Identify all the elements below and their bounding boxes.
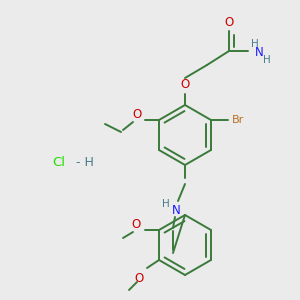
Text: Br: Br bbox=[232, 115, 244, 125]
Text: H: H bbox=[251, 39, 259, 49]
Text: O: O bbox=[131, 218, 141, 230]
Text: O: O bbox=[132, 107, 142, 121]
Text: N: N bbox=[255, 46, 263, 59]
Text: O: O bbox=[180, 77, 190, 91]
Text: O: O bbox=[224, 16, 234, 29]
Text: - H: - H bbox=[76, 157, 94, 169]
Text: O: O bbox=[134, 272, 144, 284]
Text: N: N bbox=[172, 205, 180, 218]
Text: H: H bbox=[162, 199, 170, 209]
Text: Cl: Cl bbox=[52, 157, 65, 169]
Text: H: H bbox=[263, 55, 271, 65]
